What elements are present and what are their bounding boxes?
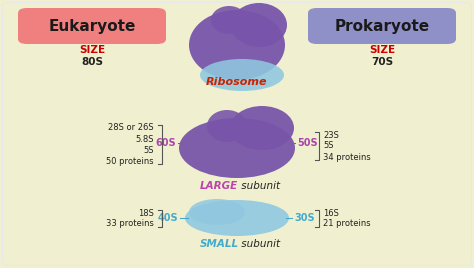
- FancyBboxPatch shape: [3, 3, 471, 265]
- Text: 60S: 60S: [155, 138, 176, 148]
- Text: SIZE: SIZE: [79, 45, 105, 55]
- FancyBboxPatch shape: [18, 8, 166, 44]
- Text: 33 proteins: 33 proteins: [106, 219, 154, 229]
- Ellipse shape: [185, 200, 289, 236]
- Ellipse shape: [211, 6, 247, 34]
- Text: 50 proteins: 50 proteins: [106, 157, 154, 166]
- Text: LARGE: LARGE: [200, 181, 238, 191]
- Text: subunit: subunit: [238, 181, 280, 191]
- Ellipse shape: [207, 110, 247, 142]
- Ellipse shape: [189, 199, 245, 225]
- Text: SMALL: SMALL: [200, 239, 238, 249]
- Text: 50S: 50S: [297, 138, 318, 148]
- Text: 70S: 70S: [371, 57, 393, 67]
- Text: 18S: 18S: [138, 209, 154, 218]
- Text: 21 proteins: 21 proteins: [323, 219, 371, 229]
- Text: 23S: 23S: [323, 131, 339, 140]
- Text: 80S: 80S: [81, 57, 103, 67]
- Ellipse shape: [200, 59, 284, 91]
- Text: 5S: 5S: [323, 142, 334, 151]
- Text: 16S: 16S: [323, 209, 339, 218]
- Text: subunit: subunit: [238, 239, 280, 249]
- Text: Prokaryote: Prokaryote: [335, 18, 429, 34]
- Text: 34 proteins: 34 proteins: [323, 152, 371, 162]
- Text: SIZE: SIZE: [369, 45, 395, 55]
- Text: 28S or 26S: 28S or 26S: [109, 124, 154, 132]
- Ellipse shape: [230, 106, 294, 150]
- Text: 5S: 5S: [144, 146, 154, 154]
- Text: 40S: 40S: [157, 213, 178, 223]
- FancyBboxPatch shape: [308, 8, 456, 44]
- Text: Eukaryote: Eukaryote: [48, 18, 136, 34]
- Text: 5.8S: 5.8S: [136, 135, 154, 143]
- Ellipse shape: [179, 118, 295, 178]
- FancyBboxPatch shape: [2, 2, 472, 266]
- Text: 30S: 30S: [294, 213, 315, 223]
- Ellipse shape: [231, 3, 287, 47]
- Text: Ribosome: Ribosome: [206, 77, 268, 87]
- Ellipse shape: [189, 10, 285, 80]
